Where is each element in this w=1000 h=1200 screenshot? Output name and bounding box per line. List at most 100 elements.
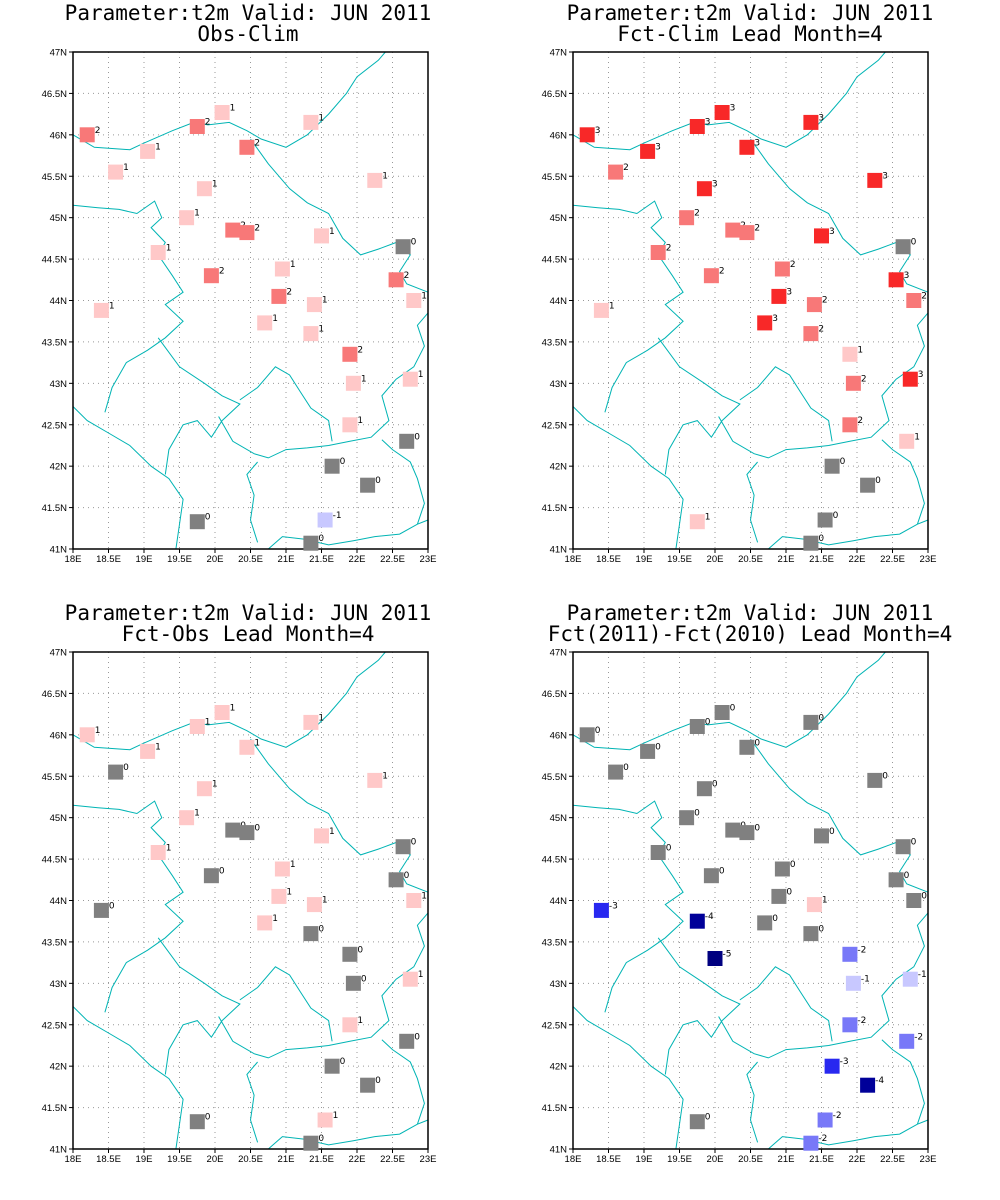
station-marker [714,105,730,120]
station-marker [579,727,595,743]
border-line [657,937,741,1075]
station-value-label: 0 [840,457,846,467]
y-tick-label: 46N [550,730,568,741]
station-value-label: 0 [818,713,824,723]
border-line [157,337,241,475]
chart-panel: Parameter:t2m Valid: JUN 2011Fct(2011)-F… [542,601,953,1165]
y-tick-label: 43N [550,379,568,390]
y-tick-label: 44N [550,296,568,307]
x-tick-label: 19.5E [167,554,192,565]
station-value-label: 2 [666,244,672,254]
station-value-label: 3 [904,271,910,281]
station-value-label: 1 [333,1111,339,1121]
station-marker [725,222,741,238]
station-marker [342,417,358,433]
y-tick-label: 44.5N [542,855,567,866]
station-value-label: 1 [194,809,200,819]
x-tick-label: 21.5E [309,554,334,565]
station-marker [406,893,422,908]
station-value-label: 0 [361,974,367,984]
station-marker [345,375,361,391]
station-value-label: 0 [357,945,363,955]
border-line [572,406,684,550]
station-marker [93,302,109,318]
station-value-label: 1 [286,887,292,897]
y-tick-label: 42.5N [542,1020,567,1031]
station-value-label: 3 [786,287,792,297]
station-value-label: 0 [705,1113,711,1123]
border-line [72,406,184,550]
border-line [572,200,684,413]
station-marker [189,119,205,134]
y-tick-label: 42.5N [42,1020,67,1031]
station-marker [703,868,719,884]
station-value-label: 0 [875,476,881,486]
y-tick-label: 44N [50,296,68,307]
station-marker [803,714,819,730]
station-marker [150,845,166,860]
station-marker [388,272,404,288]
station-marker [388,872,404,888]
y-tick-label: 47N [50,48,68,59]
station-value-label: 2 [286,287,292,297]
station-marker [774,261,790,277]
station-marker [906,893,922,908]
station-marker [845,375,861,391]
station-value-label: 3 [772,314,778,324]
station-marker [689,514,705,530]
station-value-label: 2 [790,260,796,270]
x-tick-label: 20.5E [238,554,263,565]
station-value-label: 3 [882,171,888,181]
chart-title: Parameter:t2m Valid: JUN 2011 [567,601,934,625]
station-marker [108,164,124,180]
border-line [739,366,833,442]
station-marker [399,433,415,449]
x-tick-label: 20.5E [738,1154,763,1165]
station-value-label: 1 [329,227,335,237]
station-value-label: 2 [694,209,700,219]
border-line [718,312,929,459]
station-marker [303,1135,319,1151]
station-marker [771,288,787,304]
x-tick-label: 19E [636,554,653,565]
border-line [746,1061,759,1143]
border-line [881,439,925,525]
station-marker [140,143,156,159]
x-tick-label: 20.5E [238,1154,263,1165]
station-marker [239,739,255,755]
x-tick-label: 22.5E [380,1154,405,1165]
x-tick-label: 22E [349,554,366,565]
station-value-label: 1 [212,180,218,190]
station-value-label: 1 [290,260,296,270]
border-line [572,51,886,151]
y-tick-label: 41.5N [42,1103,67,1114]
station-marker [593,902,609,918]
y-tick-label: 45N [50,213,68,224]
station-value-label: 1 [123,163,129,173]
station-value-label: 1 [318,113,324,123]
station-value-label: 2 [404,271,410,281]
station-marker [860,1077,876,1093]
station-marker [640,143,656,159]
station-value-label: 0 [318,1134,324,1144]
border-line [767,519,929,550]
station-marker [757,915,773,931]
station-value-label: 0 [911,838,917,848]
y-tick-label: 41.5N [542,1103,567,1114]
y-tick-label: 43.5N [42,337,67,348]
station-value-label: 0 [730,704,736,714]
station-marker [189,719,205,734]
station-value-label: 0 [254,824,260,834]
station-marker [707,951,723,966]
station-marker [360,477,376,493]
station-value-label: 2 [754,224,760,234]
station-marker [696,181,712,197]
station-value-label: 1 [857,345,863,355]
y-tick-label: 45N [50,813,68,824]
station-marker [402,371,418,387]
station-value-label: 2 [857,416,863,426]
station-value-label: 1 [609,301,615,311]
border-line [267,519,429,550]
y-tick-label: 43N [50,379,68,390]
